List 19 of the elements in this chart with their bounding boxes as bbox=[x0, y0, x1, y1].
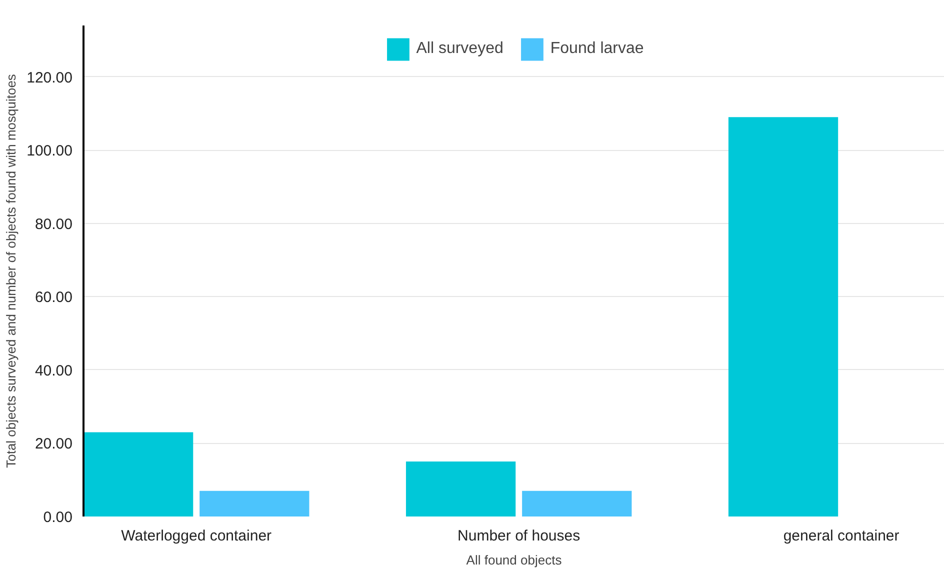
bar bbox=[84, 432, 194, 516]
y-tick-label: 80.00 bbox=[34, 216, 73, 233]
y-tick-label: 60.00 bbox=[34, 289, 73, 306]
y-tick-label: 120.00 bbox=[26, 69, 73, 86]
x-tick-label: general container bbox=[783, 528, 900, 544]
y-tick-label: 20.00 bbox=[34, 436, 73, 453]
x-tick-label: Waterlogged container bbox=[121, 528, 272, 544]
y-tick-label: 40.00 bbox=[34, 362, 73, 380]
x-tick-label: Number of houses bbox=[458, 528, 580, 544]
bar bbox=[728, 117, 838, 516]
bar bbox=[200, 490, 310, 516]
y-tick-label: 0.00 bbox=[43, 509, 73, 526]
legend-label: All surveyed bbox=[416, 40, 504, 58]
x-axis-title: All found objects bbox=[466, 552, 562, 568]
y-tick-label: 100.00 bbox=[26, 142, 73, 160]
bar bbox=[522, 490, 632, 516]
legend-label: Found larvae bbox=[550, 40, 644, 58]
y-axis-title: Total objects surveyed and number of objects found with mosquitoes bbox=[4, 74, 19, 468]
bar bbox=[406, 462, 516, 516]
